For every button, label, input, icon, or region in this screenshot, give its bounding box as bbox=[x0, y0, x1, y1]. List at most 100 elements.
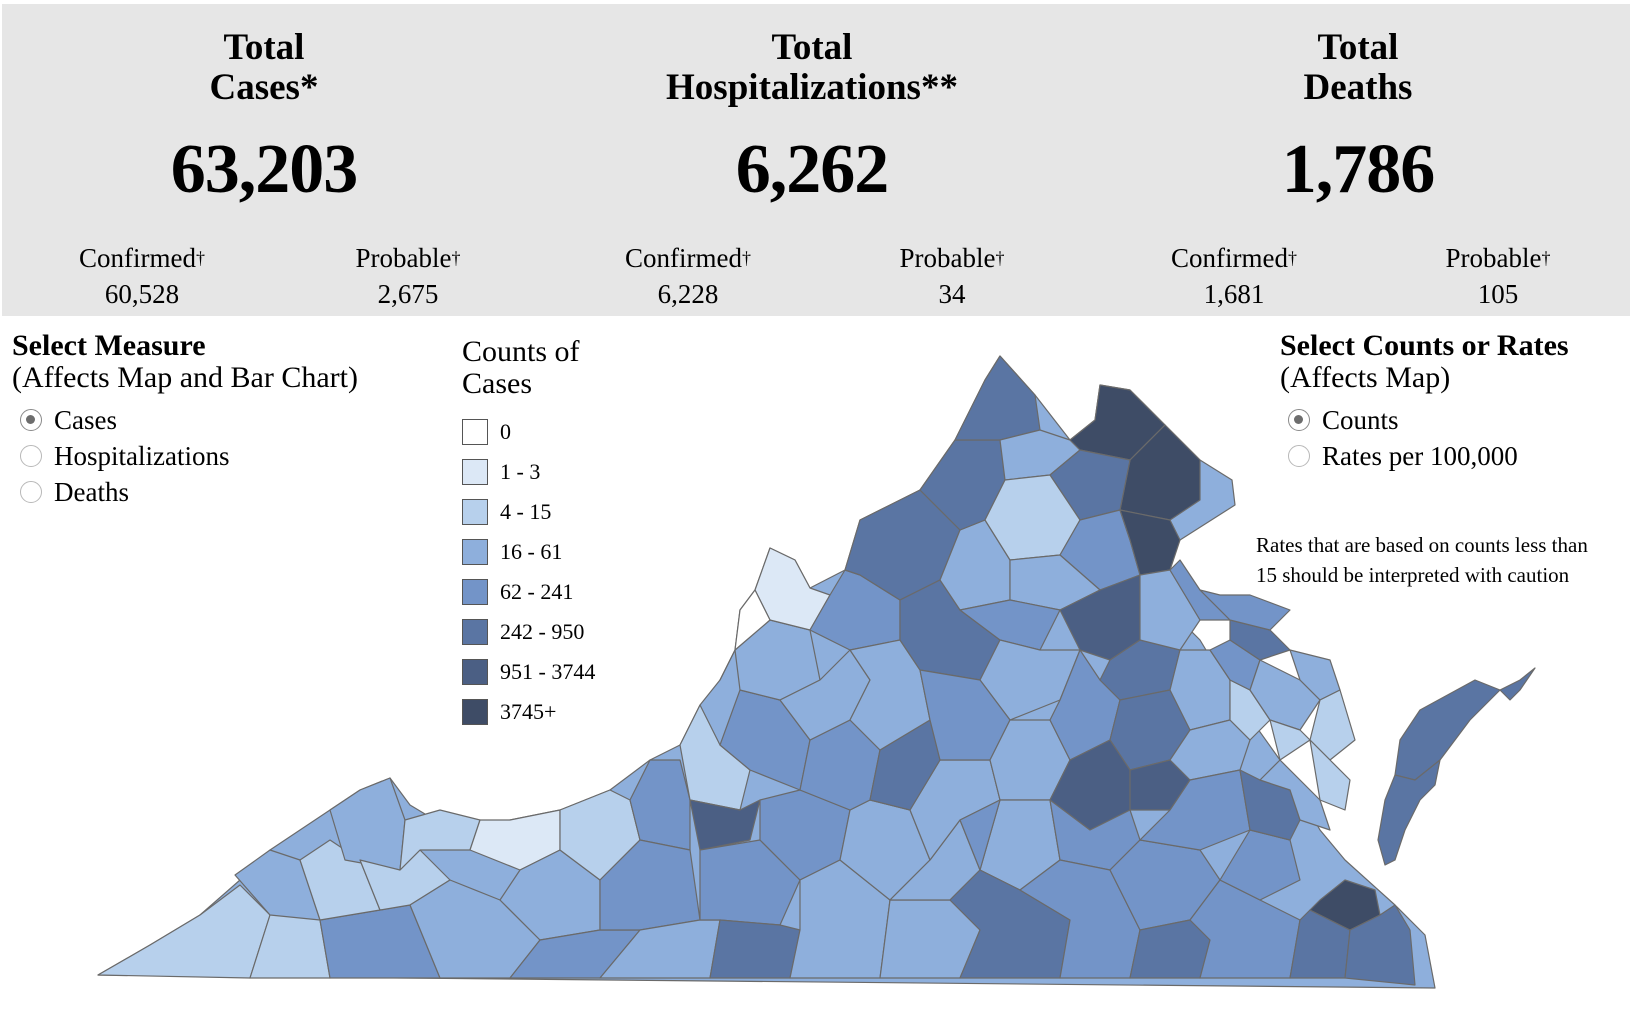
cases-title: Total Cases* bbox=[0, 28, 534, 108]
map-legend: Counts of Cases 0 1 - 3 4 - 15 16 - 61 6… bbox=[462, 336, 595, 732]
radio-selected-icon[interactable] bbox=[20, 409, 42, 431]
deaths-confirmed-value: 1,681 bbox=[1203, 279, 1265, 309]
deaths-total: 1,786 bbox=[1281, 131, 1436, 208]
county bbox=[1309, 739, 1351, 811]
legend-bin: 1 - 3 bbox=[462, 452, 595, 492]
legend-swatch bbox=[462, 539, 488, 565]
legend-bin: 16 - 61 bbox=[462, 532, 595, 572]
deaths-confirmed-label: Confirmed bbox=[1171, 243, 1288, 273]
legend-bin-label: 16 - 61 bbox=[500, 539, 563, 564]
deaths-probable-label: Probable bbox=[1445, 243, 1542, 273]
radio-icon[interactable] bbox=[20, 481, 42, 503]
cases-confirmed-value: 60,528 bbox=[104, 279, 180, 309]
dagger-mark: † bbox=[195, 248, 205, 268]
legend-bin: 0 bbox=[462, 412, 595, 452]
hospitalizations-title: Total Hospitalizations** bbox=[542, 28, 1082, 108]
county bbox=[719, 589, 771, 681]
measure-title: Select Measure bbox=[12, 329, 206, 362]
hospitalizations-probable: Probable† 34 bbox=[842, 240, 1062, 312]
legend-bin: 62 - 241 bbox=[462, 572, 595, 612]
legend-bin-label: 62 - 241 bbox=[500, 579, 574, 604]
county bbox=[1394, 679, 1501, 781]
measure-option-label: Deaths bbox=[54, 476, 129, 507]
legend-bin-label: 1 - 3 bbox=[500, 459, 541, 484]
legend-bins: 0 1 - 3 4 - 15 16 - 61 62 - 241 242 - 95… bbox=[462, 412, 595, 732]
deaths-title: Total Deaths bbox=[1088, 28, 1628, 108]
measure-panel: Select Measure (Affects Map and Bar Char… bbox=[12, 330, 358, 510]
county bbox=[689, 799, 761, 851]
legend-swatch bbox=[462, 499, 488, 525]
hospitalizations-confirmed-value: 6,228 bbox=[657, 279, 719, 309]
hospitalizations-probable-label: Probable bbox=[899, 243, 996, 273]
legend-bin-label: 3745+ bbox=[500, 699, 557, 724]
legend-bin: 4 - 15 bbox=[462, 492, 595, 532]
cases-total: 63,203 bbox=[170, 131, 359, 208]
hospitalizations-title-line1: Total bbox=[771, 27, 853, 68]
deaths-probable-value: 105 bbox=[1477, 279, 1519, 309]
county bbox=[1199, 589, 1291, 631]
measure-option-label: Cases bbox=[54, 404, 117, 435]
cases-probable-value: 2,675 bbox=[377, 279, 439, 309]
legend-bin-label: 0 bbox=[500, 419, 511, 444]
cases-probable: Probable† 2,675 bbox=[298, 240, 518, 312]
county bbox=[954, 355, 1041, 441]
cases-title-line1: Total bbox=[223, 27, 305, 68]
legend-bin-label: 4 - 15 bbox=[500, 499, 552, 524]
measure-option-cases[interactable]: Cases bbox=[20, 402, 358, 438]
rates-panel: Select Counts or Rates (Affects Map) Cou… bbox=[1280, 330, 1569, 474]
deaths-confirmed: Confirmed† 1,681 bbox=[1124, 240, 1344, 312]
radio-icon[interactable] bbox=[1288, 445, 1310, 467]
legend-swatch bbox=[462, 579, 488, 605]
county bbox=[1499, 667, 1536, 701]
legend-bin-label: 242 - 950 bbox=[500, 619, 585, 644]
measure-option-hospitalizations[interactable]: Hospitalizations bbox=[20, 438, 358, 474]
county bbox=[1377, 759, 1441, 866]
county bbox=[1344, 904, 1416, 986]
hospitalizations-confirmed-label: Confirmed bbox=[625, 243, 742, 273]
rates-option-label: Counts bbox=[1322, 404, 1399, 435]
rates-option-rates[interactable]: Rates per 100,000 bbox=[1288, 438, 1569, 474]
deaths-probable: Probable† 105 bbox=[1388, 240, 1608, 312]
measure-option-deaths[interactable]: Deaths bbox=[20, 474, 358, 510]
measure-option-label: Hospitalizations bbox=[54, 440, 230, 471]
hospitalizations-probable-value: 34 bbox=[938, 279, 966, 309]
rates-caution-note: Rates that are based on counts less than… bbox=[1256, 533, 1588, 587]
dagger-mark: † bbox=[995, 248, 1005, 268]
deaths-title-line2: Deaths bbox=[1303, 67, 1413, 108]
rates-option-label: Rates per 100,000 bbox=[1322, 440, 1518, 471]
radio-icon[interactable] bbox=[20, 445, 42, 467]
cases-confirmed: Confirmed† 60,528 bbox=[32, 240, 252, 312]
county bbox=[959, 599, 1061, 651]
dagger-mark: † bbox=[1287, 248, 1297, 268]
cases-confirmed-label: Confirmed bbox=[79, 243, 196, 273]
summary-panel: Total Cases* 63,203 Confirmed† 60,528 Pr… bbox=[2, 4, 1630, 316]
measure-subtitle: (Affects Map and Bar Chart) bbox=[12, 361, 358, 394]
measure-options: Cases Hospitalizations Deaths bbox=[20, 402, 358, 510]
dagger-mark: † bbox=[1541, 248, 1551, 268]
legend-swatch bbox=[462, 699, 488, 725]
rates-title: Select Counts or Rates bbox=[1280, 329, 1569, 362]
deaths-title-line1: Total bbox=[1317, 27, 1399, 68]
legend-bin: 951 - 3744 bbox=[462, 652, 595, 692]
legend-swatch bbox=[462, 619, 488, 645]
legend-swatch bbox=[462, 459, 488, 485]
county bbox=[754, 547, 831, 631]
legend-swatch bbox=[462, 659, 488, 685]
county bbox=[1139, 569, 1201, 651]
dagger-mark: † bbox=[451, 248, 461, 268]
legend-bin: 3745+ bbox=[462, 692, 595, 732]
hospitalizations-metric: Total Hospitalizations** 6,262 bbox=[542, 28, 1082, 210]
county bbox=[97, 884, 271, 979]
cases-metric: Total Cases* 63,203 bbox=[0, 28, 534, 210]
dagger-mark: † bbox=[741, 248, 751, 268]
hospitalizations-confirmed: Confirmed† 6,228 bbox=[578, 240, 798, 312]
hospitalizations-total: 6,262 bbox=[735, 131, 890, 208]
county bbox=[959, 799, 1001, 871]
rates-subtitle: (Affects Map) bbox=[1280, 361, 1451, 394]
legend-swatch bbox=[462, 419, 488, 445]
county-map[interactable] bbox=[0, 330, 1632, 1020]
rates-option-counts[interactable]: Counts bbox=[1288, 402, 1569, 438]
county bbox=[1309, 689, 1356, 761]
radio-selected-icon[interactable] bbox=[1288, 409, 1310, 431]
rates-options: Counts Rates per 100,000 bbox=[1288, 402, 1569, 474]
